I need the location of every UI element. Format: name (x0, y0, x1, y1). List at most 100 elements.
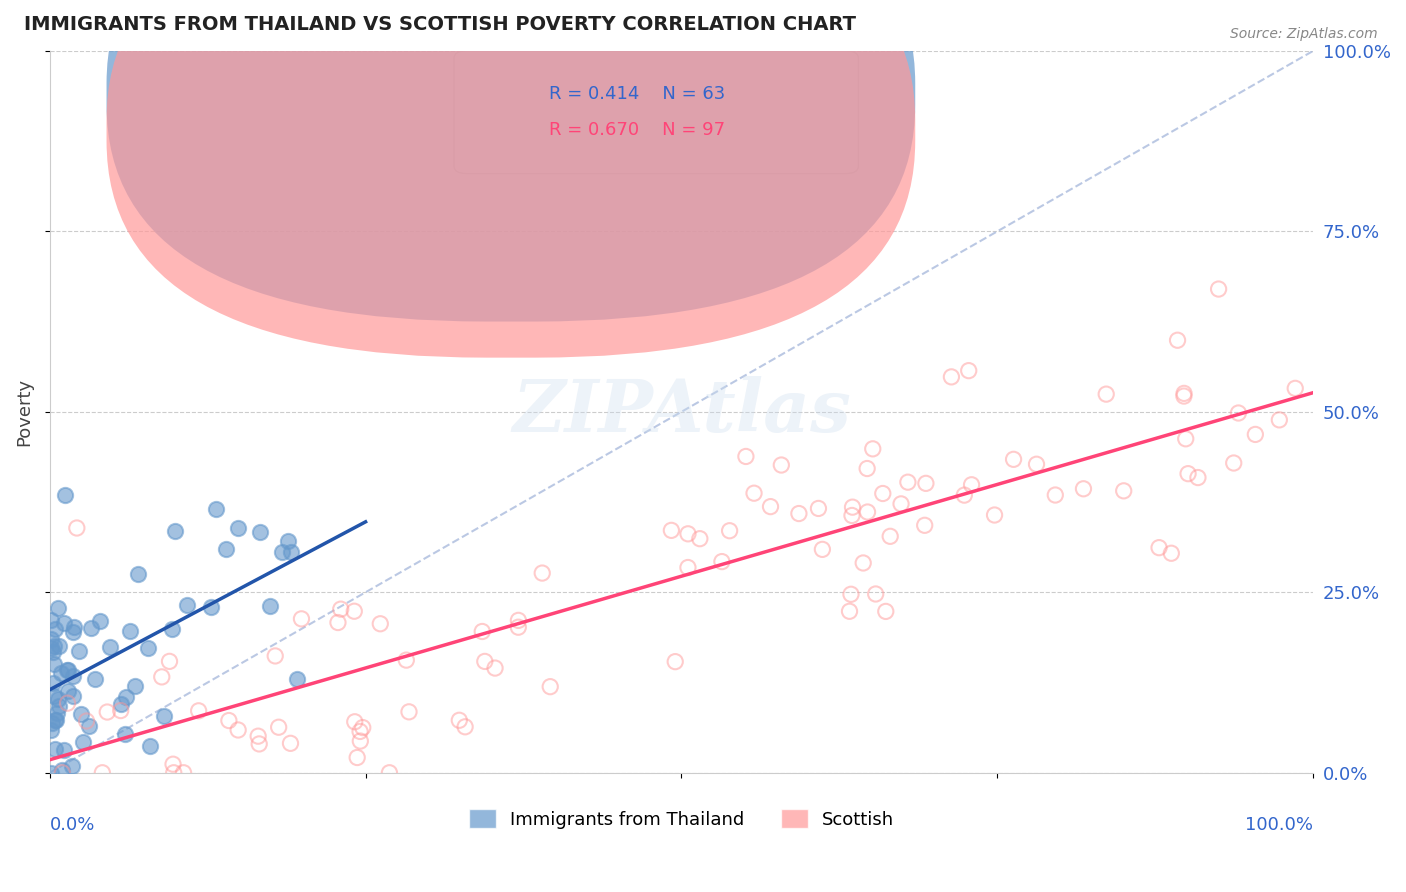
Point (710, 555, 733, 569)
Point (44, 622, 66, 636)
Point (118, 624, 141, 639)
Point (80, 621, 103, 635)
Point (664, 655, 686, 669)
Text: R = 0.414    N = 63: R = 0.414 N = 63 (548, 85, 725, 103)
Point (1147, 541, 1170, 555)
Point (39, 614, 62, 628)
Point (1173, 386, 1195, 401)
Point (41, 723, 63, 738)
Point (508, 613, 530, 627)
Point (326, 615, 349, 630)
Point (856, 461, 879, 475)
Point (718, 524, 741, 538)
Point (247, 737, 270, 751)
Point (1167, 333, 1189, 347)
Point (48, 601, 70, 615)
Point (1173, 389, 1195, 403)
Point (865, 587, 887, 601)
Point (60, 759, 83, 773)
Point (56, 663, 79, 677)
Point (841, 500, 863, 515)
Point (114, 726, 136, 740)
Point (1073, 482, 1095, 496)
Point (349, 724, 371, 739)
Point (811, 542, 834, 557)
Legend: Immigrants from Thailand, Scottish: Immigrants from Thailand, Scottish (461, 802, 901, 836)
Point (91, 765, 114, 780)
Point (58, 663, 80, 677)
Point (83, 672, 105, 686)
Point (1002, 452, 1025, 467)
Point (247, 729, 270, 743)
Point (1227, 406, 1250, 420)
Point (173, 765, 195, 780)
Point (215, 542, 238, 557)
Point (343, 714, 366, 729)
Point (538, 680, 561, 694)
FancyBboxPatch shape (107, 0, 915, 358)
Point (862, 442, 884, 456)
Point (398, 705, 420, 719)
Point (44, 713, 66, 727)
Point (89, 614, 111, 628)
Point (53, 616, 76, 631)
Point (110, 697, 132, 711)
Point (280, 545, 302, 559)
Point (352, 721, 374, 735)
Point (1208, 282, 1230, 296)
Point (110, 704, 132, 718)
Point (39, 632, 62, 647)
Point (484, 661, 506, 675)
Point (395, 653, 418, 667)
Point (76, 714, 98, 728)
Point (56, 684, 79, 698)
Point (72, 735, 94, 749)
Point (838, 604, 860, 618)
Point (856, 505, 879, 519)
Point (689, 532, 711, 546)
Point (1244, 427, 1267, 442)
Point (879, 529, 901, 543)
Point (897, 475, 920, 490)
Point (1268, 413, 1291, 427)
Point (136, 640, 159, 655)
Point (807, 501, 830, 516)
Point (159, 654, 181, 668)
Point (343, 604, 366, 618)
Point (48, 691, 70, 706)
Point (62, 620, 84, 634)
Point (114, 690, 136, 705)
Point (218, 714, 240, 728)
Point (226, 723, 249, 737)
Text: 0.0%: 0.0% (49, 816, 96, 834)
Point (176, 598, 198, 612)
Point (290, 612, 312, 626)
Point (735, 450, 758, 464)
Point (960, 477, 983, 491)
Point (280, 736, 302, 750)
Point (890, 497, 912, 511)
Point (51, 765, 73, 780)
Point (368, 616, 391, 631)
Point (66, 521, 89, 535)
Point (329, 602, 352, 616)
Point (42, 657, 65, 671)
Point (841, 508, 863, 523)
Point (277, 534, 299, 549)
Point (508, 620, 530, 634)
Point (98, 640, 121, 655)
Point (62, 624, 84, 639)
Point (1222, 456, 1244, 470)
Text: Source: ZipAtlas.com: Source: ZipAtlas.com (1230, 27, 1378, 41)
Point (1025, 457, 1047, 471)
Point (271, 545, 294, 559)
Point (53, 488, 76, 502)
Point (1045, 488, 1067, 502)
Point (124, 679, 146, 693)
Point (1160, 546, 1182, 560)
Point (150, 670, 173, 684)
FancyBboxPatch shape (107, 0, 915, 321)
Point (759, 500, 782, 514)
FancyBboxPatch shape (454, 51, 859, 174)
Point (661, 524, 683, 538)
